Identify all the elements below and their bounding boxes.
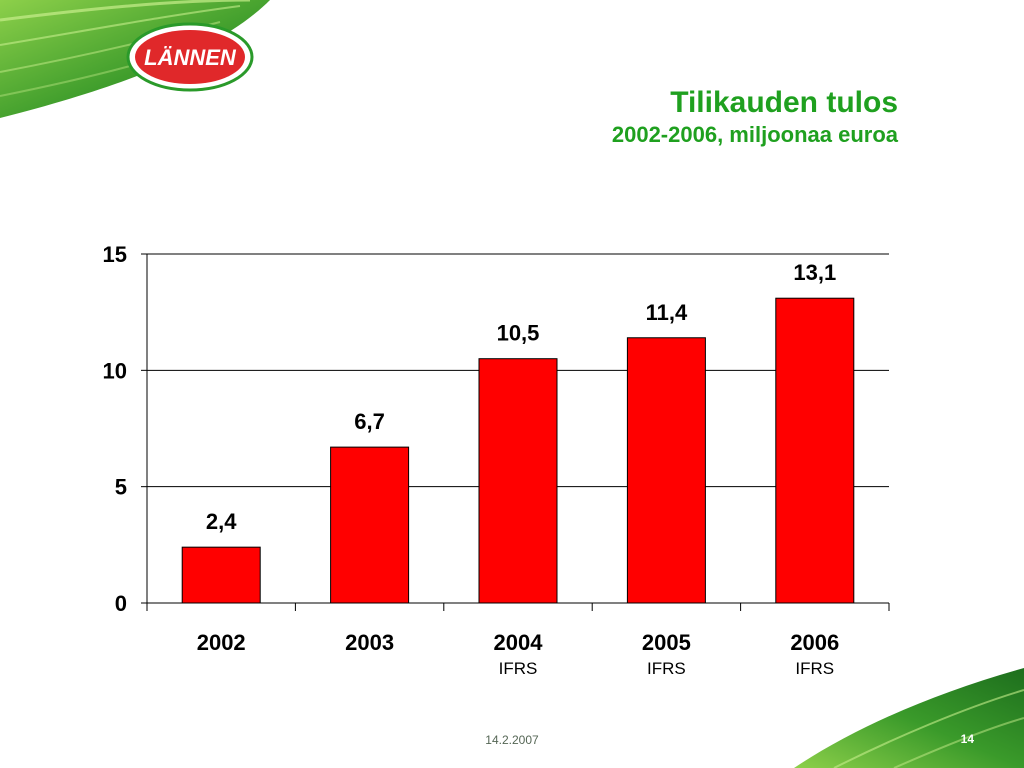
- x-tick-label: 2004: [494, 630, 544, 655]
- x-tick-label: 2003: [345, 630, 394, 655]
- data-label: 6,7: [354, 409, 385, 434]
- x-category-note: IFRS: [499, 659, 538, 678]
- bar: [181, 546, 261, 604]
- page-subtitle: 2002-2006, miljoonaa euroa: [611, 122, 898, 147]
- y-tick-label: 5: [115, 475, 127, 500]
- y-tick-label: 0: [115, 591, 127, 616]
- leaf-decoration-bottom: [794, 668, 1024, 768]
- x-category-note: IFRS: [647, 659, 686, 678]
- title-block: Tilikauden tulos 2002-2006, miljoonaa eu…: [612, 86, 898, 150]
- page-title: Tilikauden tulos: [670, 86, 898, 119]
- data-label: 10,5: [497, 321, 540, 346]
- y-tick-label: 10: [103, 358, 127, 383]
- data-label: 2,4: [206, 509, 237, 534]
- bar: [626, 337, 706, 604]
- footer-date: 14.2.2007: [485, 733, 539, 747]
- data-label: 11,4: [646, 300, 688, 325]
- bar: [775, 297, 855, 604]
- x-category-note: IFRS: [795, 659, 834, 678]
- data-label: 13,1: [793, 260, 836, 285]
- page-number: 14: [960, 732, 974, 746]
- bar: [330, 446, 410, 604]
- lannen-logo: LÄNNEN: [126, 22, 254, 92]
- x-tick-label: 2002: [197, 630, 246, 655]
- y-tick-label: 15: [103, 242, 127, 267]
- x-tick-label: 2006: [790, 630, 839, 655]
- x-tick-label: 2005: [642, 630, 691, 655]
- bar: [478, 358, 558, 604]
- logo-text: LÄNNEN: [144, 45, 237, 70]
